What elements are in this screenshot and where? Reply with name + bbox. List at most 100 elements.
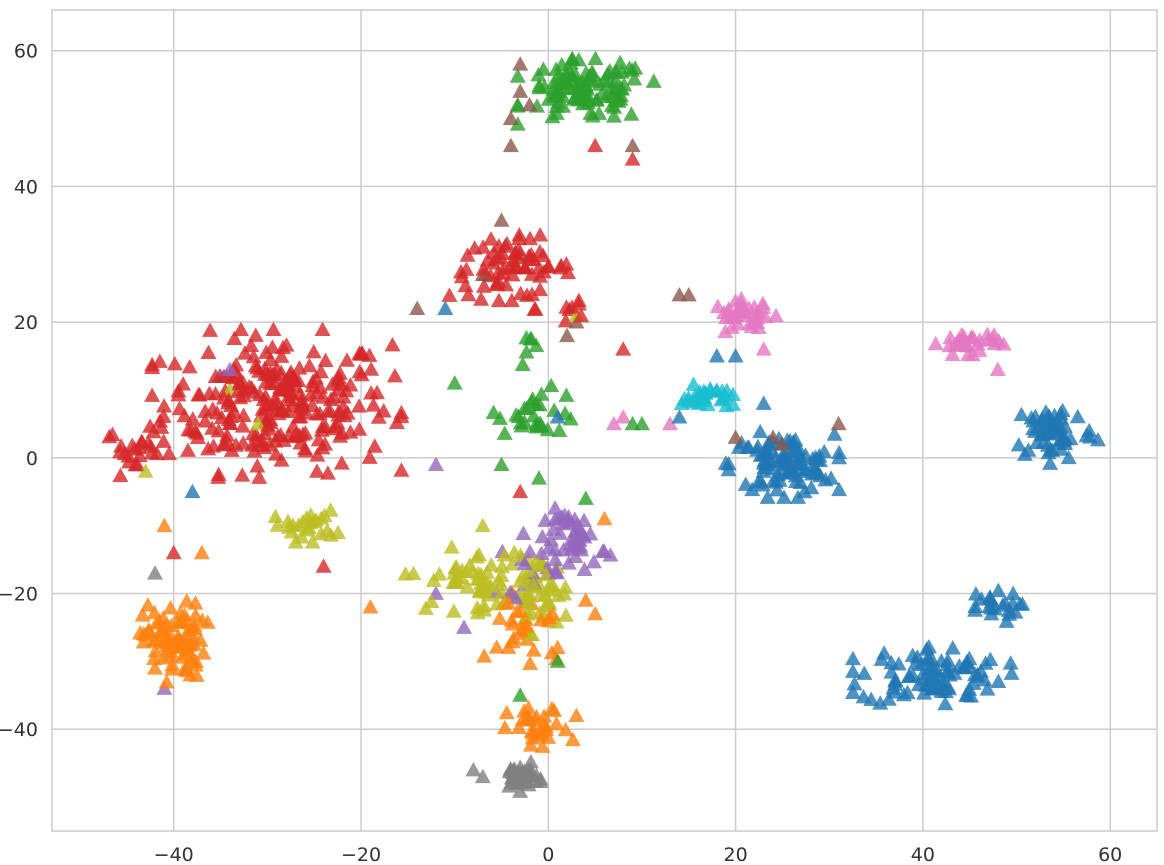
scatter-point bbox=[585, 553, 602, 569]
scatter-point bbox=[521, 230, 538, 246]
scatter-point bbox=[363, 361, 380, 376]
scatter-point bbox=[397, 566, 414, 581]
scatter-point bbox=[507, 589, 524, 605]
scatter-point bbox=[830, 415, 847, 431]
scatter-point bbox=[199, 614, 216, 629]
scatter-point bbox=[536, 78, 553, 94]
scatter-point bbox=[221, 415, 238, 431]
scatter-point bbox=[482, 231, 499, 246]
scatter-point bbox=[488, 639, 505, 654]
scatter-point bbox=[491, 610, 508, 625]
scatter-point bbox=[916, 685, 933, 700]
scatter-point bbox=[452, 264, 469, 279]
scatter-point bbox=[498, 704, 515, 720]
scatter-point bbox=[249, 360, 266, 375]
scatter-point bbox=[195, 645, 212, 660]
scatter-point bbox=[1042, 455, 1059, 470]
scatter-point bbox=[588, 92, 605, 107]
scatter-point bbox=[755, 455, 772, 470]
scatter-point bbox=[145, 423, 162, 439]
scatter-point bbox=[587, 50, 604, 65]
scatter-point bbox=[322, 403, 339, 418]
scatter-point bbox=[934, 675, 951, 691]
scatter-point bbox=[393, 404, 410, 420]
scatter-point bbox=[197, 413, 214, 428]
x-tick-label: 0 bbox=[542, 844, 554, 865]
scatter-point bbox=[393, 462, 410, 477]
scatter-point bbox=[353, 366, 370, 382]
scatter-point bbox=[939, 656, 956, 672]
scatter-point bbox=[309, 463, 326, 478]
scatter-point bbox=[567, 67, 584, 82]
scatter-point bbox=[544, 108, 561, 124]
y-tick-label: 60 bbox=[14, 41, 38, 63]
scatter-point bbox=[591, 76, 608, 91]
scatter-point bbox=[958, 653, 975, 669]
scatter-point bbox=[298, 510, 315, 525]
scatter-point bbox=[575, 95, 592, 111]
scatter-point bbox=[523, 723, 540, 738]
scatter-point bbox=[923, 681, 940, 696]
scatter-point bbox=[535, 61, 552, 76]
scatter-point bbox=[475, 579, 492, 595]
scatter-point bbox=[844, 663, 861, 678]
scatter-point bbox=[844, 684, 861, 700]
scatter-point bbox=[547, 500, 564, 515]
scatter-point bbox=[162, 600, 179, 615]
scatter-point bbox=[525, 576, 542, 592]
scatter-point bbox=[529, 417, 546, 433]
scatter-point bbox=[225, 368, 242, 384]
scatter-point bbox=[330, 381, 347, 396]
scatter-point bbox=[528, 708, 545, 724]
scatter-point bbox=[509, 249, 526, 264]
scatter-point bbox=[181, 359, 198, 374]
scatter-point bbox=[512, 83, 529, 98]
scatter-point bbox=[146, 650, 163, 665]
scatter-point bbox=[568, 707, 585, 723]
scatter-point bbox=[299, 522, 316, 537]
scatter-point bbox=[437, 300, 454, 315]
scatter-point bbox=[512, 483, 529, 499]
scatter-point bbox=[1037, 404, 1054, 419]
scatter-point bbox=[290, 372, 307, 388]
scatter-point bbox=[998, 613, 1015, 628]
scatter-point bbox=[490, 572, 507, 587]
scatter-point bbox=[314, 321, 331, 337]
scatter-point bbox=[313, 510, 330, 525]
scatter-point bbox=[178, 593, 195, 608]
scatter-point bbox=[456, 619, 473, 634]
scatter-point bbox=[283, 524, 300, 539]
scatter-point bbox=[216, 436, 233, 452]
scatter-point bbox=[445, 603, 462, 618]
scatter-point bbox=[788, 473, 805, 489]
scatter-point bbox=[621, 60, 638, 75]
scatter-point bbox=[384, 337, 401, 352]
scatter-point bbox=[594, 543, 611, 558]
scatter-point bbox=[140, 622, 157, 638]
scatter-point bbox=[146, 660, 163, 675]
scatter-point bbox=[207, 386, 224, 401]
scatter-point bbox=[1057, 435, 1074, 451]
scatter-point bbox=[540, 729, 557, 744]
scatter-point bbox=[329, 372, 346, 387]
scatter-point bbox=[540, 594, 557, 609]
scatter-point bbox=[545, 521, 562, 536]
scatter-point bbox=[759, 489, 776, 504]
scatter-point bbox=[626, 71, 643, 86]
scatter-point bbox=[301, 357, 318, 373]
scatter-point bbox=[267, 433, 284, 448]
scatter-point bbox=[465, 761, 482, 777]
scatter-point bbox=[272, 379, 289, 394]
scatter-point bbox=[596, 510, 613, 526]
scatter-point bbox=[361, 449, 378, 464]
scatter-point bbox=[920, 638, 937, 654]
scatter-point bbox=[530, 470, 547, 485]
scatter-point bbox=[947, 337, 964, 352]
scatter-point bbox=[516, 555, 533, 571]
scatter-point bbox=[361, 347, 378, 362]
scatter-point bbox=[671, 409, 688, 424]
scatter-point bbox=[145, 632, 162, 647]
scatter-point bbox=[560, 555, 577, 570]
scatter-point bbox=[910, 676, 927, 691]
scatter-point bbox=[927, 335, 944, 351]
